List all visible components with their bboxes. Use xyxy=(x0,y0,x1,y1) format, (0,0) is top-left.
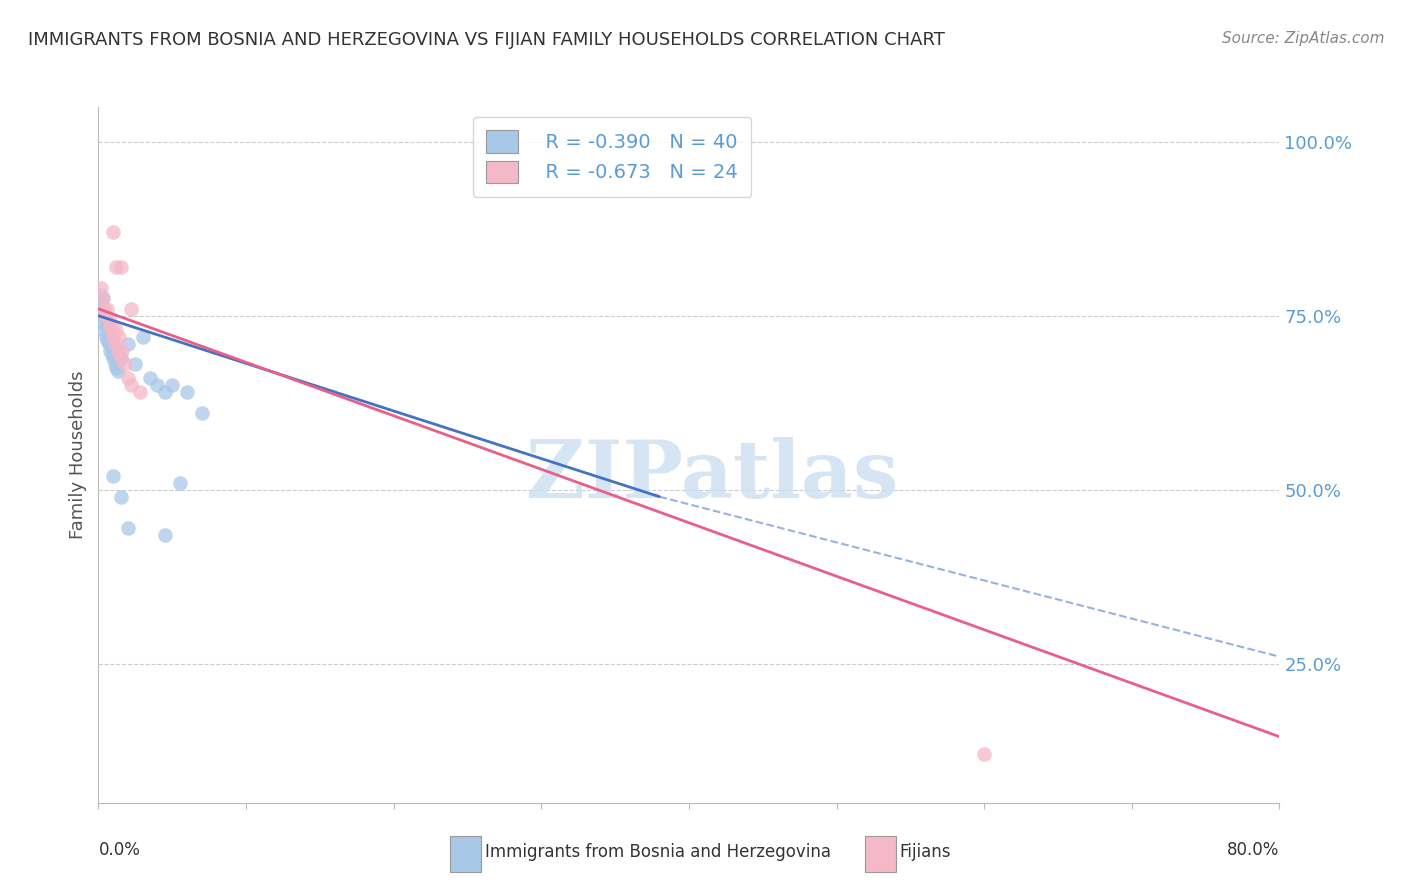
Point xyxy=(146,378,169,392)
Point xyxy=(98,319,121,334)
Point xyxy=(103,468,125,483)
Point xyxy=(110,490,132,504)
Point xyxy=(94,309,117,323)
Point xyxy=(105,347,128,361)
Point xyxy=(105,360,128,375)
Point xyxy=(110,260,132,274)
Point xyxy=(107,354,129,368)
Point xyxy=(98,343,121,358)
Point xyxy=(97,326,120,341)
Point xyxy=(153,385,176,400)
Point xyxy=(90,294,112,309)
Point xyxy=(105,260,128,274)
Point xyxy=(100,333,122,347)
Point xyxy=(120,378,142,392)
Text: Immigrants from Bosnia and Herzegovina: Immigrants from Bosnia and Herzegovina xyxy=(485,843,831,861)
Point xyxy=(111,343,134,358)
Point xyxy=(91,291,114,305)
Point xyxy=(110,351,132,365)
Point xyxy=(105,323,128,337)
Point xyxy=(103,351,125,365)
Point xyxy=(114,358,136,372)
Text: 80.0%: 80.0% xyxy=(1227,841,1279,859)
Point xyxy=(103,225,125,239)
Point xyxy=(90,301,112,316)
Point xyxy=(120,301,142,316)
Point xyxy=(94,329,117,343)
Point xyxy=(91,291,114,305)
Point xyxy=(117,336,139,351)
FancyBboxPatch shape xyxy=(450,836,481,872)
Text: 0.0%: 0.0% xyxy=(98,841,141,859)
Y-axis label: Family Households: Family Households xyxy=(69,371,87,539)
Point xyxy=(107,343,129,358)
Point xyxy=(162,378,183,392)
Point xyxy=(93,323,115,337)
FancyBboxPatch shape xyxy=(865,836,896,872)
Point xyxy=(98,329,121,343)
Point xyxy=(103,340,125,354)
Point xyxy=(973,747,995,761)
Point xyxy=(153,528,176,542)
Point xyxy=(132,329,155,343)
Point xyxy=(97,312,120,326)
Point xyxy=(117,521,139,535)
Point xyxy=(176,385,198,400)
Point xyxy=(91,316,114,330)
Text: IMMIGRANTS FROM BOSNIA AND HERZEGOVINA VS FIJIAN FAMILY HOUSEHOLDS CORRELATION C: IMMIGRANTS FROM BOSNIA AND HERZEGOVINA V… xyxy=(28,31,945,49)
Legend:   R = -0.390   N = 40,   R = -0.673   N = 24: R = -0.390 N = 40, R = -0.673 N = 24 xyxy=(472,117,751,196)
Text: Fijians: Fijians xyxy=(900,843,952,861)
Point xyxy=(108,329,131,343)
Point xyxy=(191,406,214,420)
Point xyxy=(103,329,125,343)
Point xyxy=(104,336,127,351)
Point xyxy=(100,323,122,337)
Text: Source: ZipAtlas.com: Source: ZipAtlas.com xyxy=(1222,31,1385,46)
Point xyxy=(169,475,191,490)
Point xyxy=(104,358,127,372)
Point xyxy=(93,305,115,319)
Point xyxy=(94,312,117,326)
Point xyxy=(96,333,118,347)
Point xyxy=(104,343,127,358)
Point xyxy=(96,301,118,316)
Point xyxy=(139,371,162,385)
Point xyxy=(128,385,150,400)
Text: ZIPatlas: ZIPatlas xyxy=(526,437,898,515)
Point xyxy=(124,358,146,372)
Point xyxy=(90,281,112,295)
Point xyxy=(89,288,111,302)
Point xyxy=(93,301,115,316)
Point xyxy=(100,347,122,361)
Point xyxy=(107,364,129,378)
Point xyxy=(96,319,118,334)
Point xyxy=(110,351,132,365)
Point xyxy=(117,371,139,385)
Point xyxy=(97,336,120,351)
